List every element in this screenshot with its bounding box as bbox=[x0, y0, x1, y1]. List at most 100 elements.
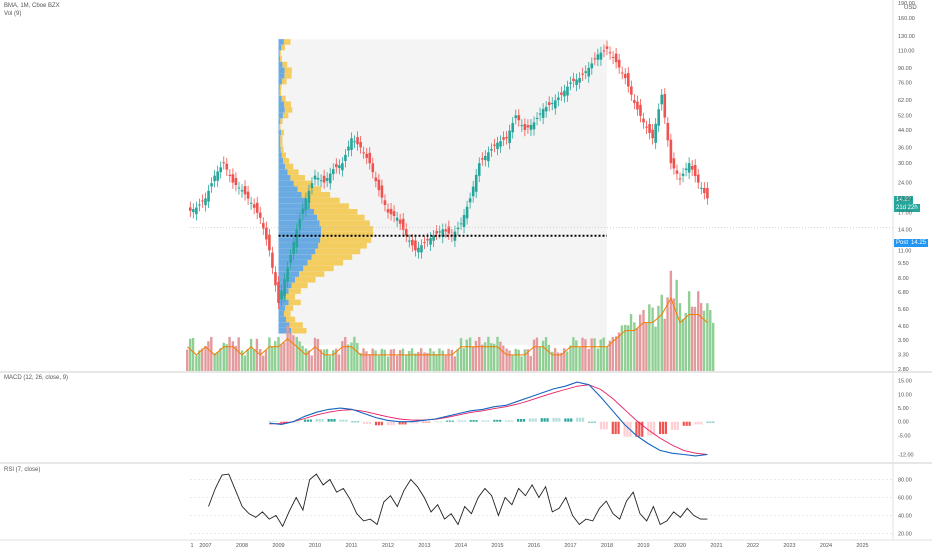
volume-bar bbox=[572, 337, 575, 371]
volume-bar bbox=[307, 350, 310, 371]
candle-body bbox=[706, 188, 709, 199]
macd-histogram-bar bbox=[274, 420, 277, 422]
candle-body bbox=[188, 207, 192, 211]
volume-bar bbox=[459, 338, 463, 371]
candle-body bbox=[471, 186, 475, 197]
macd-histogram-bar bbox=[469, 420, 472, 422]
macd-histogram-bar bbox=[652, 421, 656, 436]
candle-body bbox=[411, 239, 414, 246]
macd-histogram-bar bbox=[650, 421, 653, 436]
candle-body bbox=[432, 235, 435, 241]
profile-bar-up bbox=[278, 152, 282, 158]
macd-histogram-bar bbox=[327, 419, 330, 422]
volume-bar bbox=[483, 342, 487, 371]
profile-bar-down bbox=[320, 226, 373, 232]
volume-bar bbox=[447, 348, 450, 371]
macd-histogram-bar bbox=[460, 420, 463, 422]
macd-histogram-bar bbox=[593, 421, 596, 423]
candle-body bbox=[617, 59, 621, 68]
volume-bar bbox=[535, 337, 539, 371]
macd-histogram-bar bbox=[641, 421, 644, 437]
profile-bar-up bbox=[278, 237, 321, 243]
candle-body bbox=[295, 229, 299, 248]
time-axis-tick: 2021 bbox=[710, 543, 722, 549]
candle-body bbox=[417, 247, 420, 253]
volume-bar bbox=[651, 307, 654, 371]
macd-histogram-bar bbox=[434, 421, 437, 423]
candle-body bbox=[490, 149, 493, 151]
volume-bar bbox=[334, 348, 338, 371]
candle-body bbox=[347, 146, 350, 151]
candle-body bbox=[271, 252, 274, 268]
profile-bar-down bbox=[279, 84, 282, 91]
rsi-axis-tick: 60.00 bbox=[898, 496, 912, 502]
volume-bar bbox=[228, 336, 231, 371]
macd-histogram-bar bbox=[697, 421, 700, 425]
macd-histogram-bar bbox=[647, 421, 650, 436]
volume-bar bbox=[584, 339, 587, 371]
macd-histogram-bar bbox=[303, 419, 307, 422]
symbol-title: BMA, 1M, Cboe BZX bbox=[4, 3, 60, 9]
macd-histogram-bar bbox=[579, 417, 582, 422]
volume-bar bbox=[709, 310, 712, 371]
macd-histogram-bar bbox=[605, 421, 608, 430]
volume-bar bbox=[356, 342, 359, 371]
profile-bar-up bbox=[278, 90, 280, 96]
macd-line bbox=[269, 381, 708, 457]
volume-bar bbox=[560, 352, 563, 371]
profile-bar-down bbox=[315, 248, 361, 255]
profile-bar-down bbox=[289, 322, 303, 328]
volume-bar bbox=[541, 340, 545, 371]
candle-body bbox=[529, 124, 533, 130]
macd-histogram-bar bbox=[546, 418, 549, 422]
macd-histogram-bar bbox=[475, 420, 478, 422]
candle-body bbox=[648, 124, 651, 133]
volume-ma-line bbox=[186, 297, 708, 356]
macd-histogram-bar bbox=[268, 420, 271, 422]
candle-body bbox=[231, 174, 235, 183]
profile-bar-down bbox=[287, 169, 299, 175]
volume-bar bbox=[426, 352, 429, 371]
candle-body bbox=[626, 73, 630, 87]
candle-body bbox=[286, 267, 289, 282]
candle-body bbox=[599, 52, 603, 60]
profile-bar-up bbox=[278, 203, 311, 209]
candle-body bbox=[699, 187, 703, 189]
candle-body bbox=[398, 219, 402, 224]
macd-histogram-bar bbox=[463, 420, 466, 422]
profile-bar-up bbox=[278, 163, 286, 170]
volume-bar bbox=[380, 348, 383, 371]
profile-bar-up bbox=[278, 180, 294, 187]
candle-body bbox=[292, 242, 296, 254]
macd-histogram-bar bbox=[425, 421, 428, 423]
volume-bar bbox=[547, 344, 551, 371]
macd-histogram-bar bbox=[706, 421, 709, 423]
macd-histogram-bar bbox=[543, 418, 546, 422]
rsi-indicator-label: RSI (7, close) bbox=[4, 467, 41, 473]
candle-body bbox=[666, 122, 670, 141]
candle-body bbox=[572, 78, 575, 82]
volume-bar bbox=[298, 341, 301, 371]
volume-bar bbox=[234, 345, 237, 371]
macd-histogram-bar bbox=[330, 419, 333, 422]
candle-body bbox=[301, 208, 305, 215]
candle-body bbox=[365, 153, 369, 158]
profile-bar-down bbox=[280, 118, 283, 124]
volume-bar bbox=[575, 340, 578, 371]
profile-bar-up bbox=[278, 254, 312, 260]
profile-bar-up bbox=[278, 50, 280, 57]
price-axis-tick: 24.00 bbox=[898, 181, 912, 187]
time-axis-tick: 2024 bbox=[820, 543, 832, 549]
volume-bar bbox=[478, 337, 481, 371]
volume-bar bbox=[277, 336, 280, 371]
macd-histogram-bar bbox=[354, 421, 357, 423]
time-axis-tick: 2016 bbox=[528, 543, 540, 549]
volume-bar bbox=[222, 342, 225, 371]
price-axis-tick: 8.00 bbox=[898, 276, 909, 282]
volume-bar bbox=[629, 314, 633, 371]
candle-body bbox=[684, 168, 688, 171]
macd-histogram-bar bbox=[558, 417, 561, 422]
price-axis-tick: 5.60 bbox=[898, 307, 909, 313]
volume-bar bbox=[611, 337, 614, 371]
macd-histogram-bar bbox=[564, 418, 567, 422]
